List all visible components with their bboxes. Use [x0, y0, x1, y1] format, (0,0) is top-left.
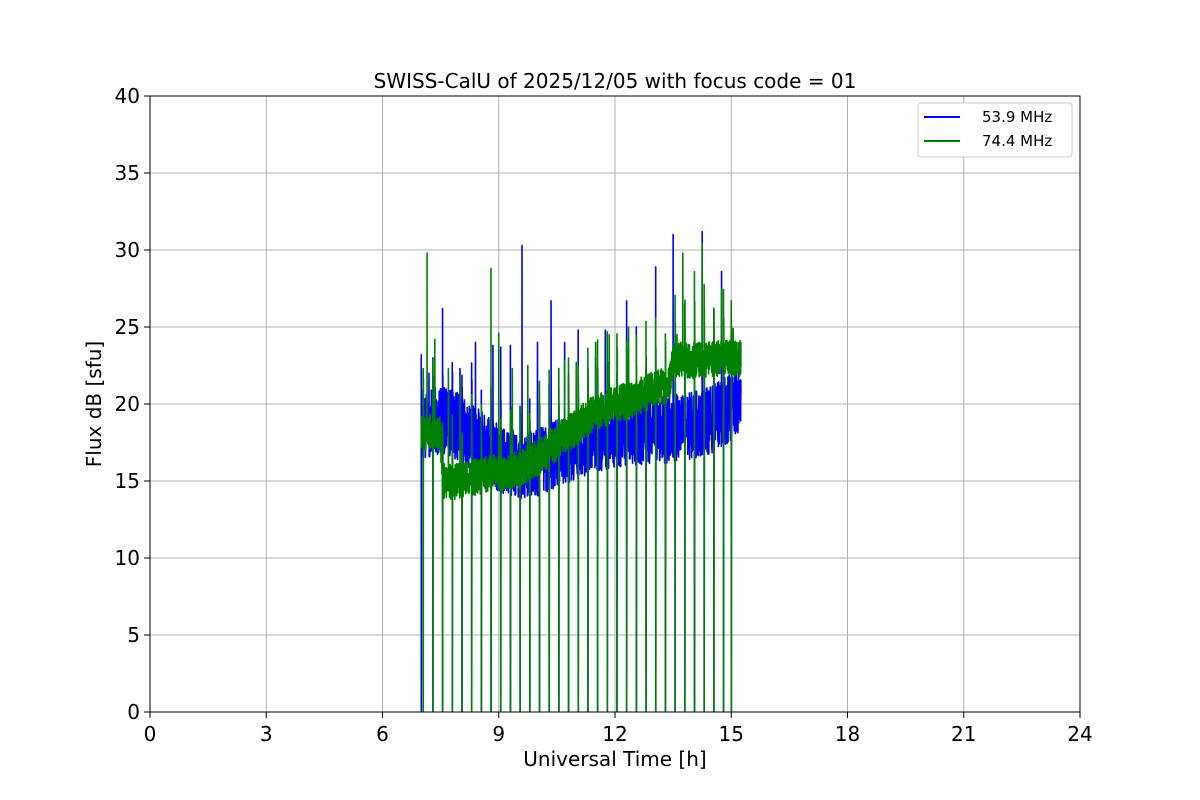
y-tick-label: 25	[115, 315, 140, 339]
x-tick-label: 3	[260, 722, 273, 746]
y-tick-label: 10	[115, 546, 140, 570]
y-tick-label: 30	[115, 238, 140, 262]
x-tick-label: 15	[719, 722, 744, 746]
legend-label-74-4: 74.4 MHz	[982, 132, 1052, 150]
chart-title: SWISS-CalU of 2025/12/05 with focus code…	[374, 69, 857, 93]
x-tick-label: 24	[1067, 722, 1092, 746]
x-axis-label: Universal Time [h]	[523, 747, 706, 771]
y-tick-label: 20	[115, 392, 140, 416]
series-line-0	[420, 230, 742, 712]
series-line-1	[420, 243, 742, 712]
series-layer	[420, 230, 742, 712]
legend-label-53-9: 53.9 MHz	[982, 108, 1052, 126]
x-tick-label: 21	[951, 722, 976, 746]
y-tick-label: 35	[115, 161, 140, 185]
y-axis-label: Flux dB [sfu]	[82, 341, 106, 467]
y-tick-label: 15	[115, 469, 140, 493]
ticks: 0 3 6 9 12 15 18 21 24 0 5 10 15 20 25 30 35 40	[115, 84, 1093, 746]
legend: 53.9 MHz 74.4 MHz	[917, 102, 1073, 158]
x-tick-label: 12	[602, 722, 627, 746]
x-tick-label: 9	[492, 722, 505, 746]
x-tick-label: 0	[144, 722, 157, 746]
x-tick-label: 18	[835, 722, 860, 746]
x-tick-label: 6	[376, 722, 389, 746]
y-tick-label: 40	[115, 84, 140, 108]
y-tick-label: 0	[127, 700, 140, 724]
y-tick-label: 5	[127, 623, 140, 647]
